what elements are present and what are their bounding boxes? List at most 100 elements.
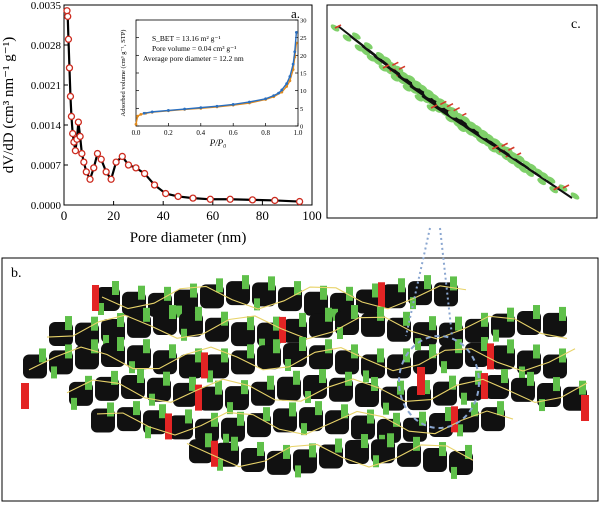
sheet-green-tab [424,275,431,290]
psd-point [112,158,120,166]
sheet-green-tab [215,380,222,395]
desorption-point [272,94,276,98]
sheet-red-cap [211,440,218,467]
x-tick-label: 0 [61,208,68,223]
sheet-green-tab [449,375,456,390]
desorption-point [248,100,251,104]
sheet-green-tab [320,285,327,300]
isotherm-inset: 0.0 0.2 0.4 0.6 0.8 1.00 5 10 15 20 25 30 S_BET = 1… [120,18,307,149]
sheet-green-tab [351,305,358,320]
psd-point [90,164,98,172]
stacked-sheets [21,275,589,479]
psd-point [69,129,77,138]
sheet-green-tab [423,380,430,395]
sheet-green-tab [398,278,405,293]
y-tick-label: 0.0007 [31,160,62,172]
strand-node [461,115,471,124]
strand-node [478,131,488,139]
sheet-green-tab [143,339,150,354]
inset-x-tick-label: 0.6 [229,129,238,137]
sheet-green-tab [299,337,306,352]
strand-node [397,77,407,85]
inset-y-label: Adsorbed volume (cm³ g⁻¹, STP) [120,30,127,117]
psd-point [64,12,72,21]
strand-end-mark [501,142,509,147]
strand-node [378,64,388,72]
adsorption-point [136,114,140,118]
strand-node [402,84,412,92]
strand-end-mark [507,146,515,151]
sheet-green-tab [133,401,140,416]
sheet-green-tab [533,305,540,320]
psd-point [189,194,197,202]
sheet-green-tab [299,312,306,327]
sheet-green-tab [217,458,223,471]
sheet-green-tab [189,376,196,391]
strand-node [546,176,556,184]
sheet-green-tab [137,369,144,384]
strand-node [411,81,421,89]
strand-node [385,67,395,75]
desorption-point [277,91,280,95]
strand-node [399,71,409,79]
sheet-green-tab [221,348,228,363]
psd-point [63,7,71,15]
psd-point [248,196,257,204]
sheet-green-tab [527,371,534,386]
psd-point [206,195,214,203]
strand-node [457,124,467,133]
strand-node [537,177,547,186]
psd-point [295,197,304,206]
strand-node [390,74,400,82]
x-tick-label: 60 [206,208,219,223]
sheet-green-tab [455,339,462,354]
sheet-chain-line [46,314,568,340]
inset-annotation-pore-diameter: Average pore diameter = 12.2 nm [143,54,244,63]
sheet-green-tab [176,305,182,318]
sheet-green-tab [247,316,254,331]
strand-node [525,169,535,177]
sheet-green-tab [345,371,352,386]
inset-y-tick-label: 15 [300,71,307,78]
sheet-green-tab [273,316,280,331]
sheet-green-tab [539,399,545,412]
sheet-green-tab [497,401,504,416]
sheet-green-tab [185,409,192,424]
psd-point [118,152,126,161]
panel-c-label: c. [571,17,581,32]
strand-node [430,93,440,101]
molecular-strands [330,24,580,200]
sheet-green-tab [149,393,155,406]
y-tick-label: 0.0014 [31,120,62,132]
sheet-green-tab [413,436,420,451]
sheet-green-tab [71,397,77,410]
strand-end-mark [391,61,399,67]
sheet-green-tab [285,359,291,372]
strand-end-mark [334,24,342,29]
sheet-green-tab [493,329,499,342]
strand-node [509,151,519,159]
sheet-red-cap [417,367,425,395]
strand-node [354,44,364,52]
sheet-green-tab [315,401,322,416]
inset-x-label: P/P₀ [209,138,227,148]
sheet-green-tab [507,339,514,354]
sheet-green-tab [387,433,394,448]
sheet-green-tab [221,311,228,326]
sheet-green-tab [257,441,264,456]
sheet-green-tab [138,285,145,300]
strand-end-mark [446,102,454,108]
desorption-point [167,109,170,112]
sheet-green-tab [267,375,274,390]
y-tick-label: 0.0000 [31,200,62,212]
strand-node [449,107,459,115]
strand-node [414,94,424,102]
strand-node [373,57,383,66]
inset-y-tick-label: 20 [300,53,307,60]
x-tick-label: 80 [256,208,269,223]
psd-point [82,168,90,176]
strand-node [351,32,361,40]
psd-point [71,147,80,155]
panel-a-label: a. [291,6,300,21]
psd-point [66,92,75,101]
